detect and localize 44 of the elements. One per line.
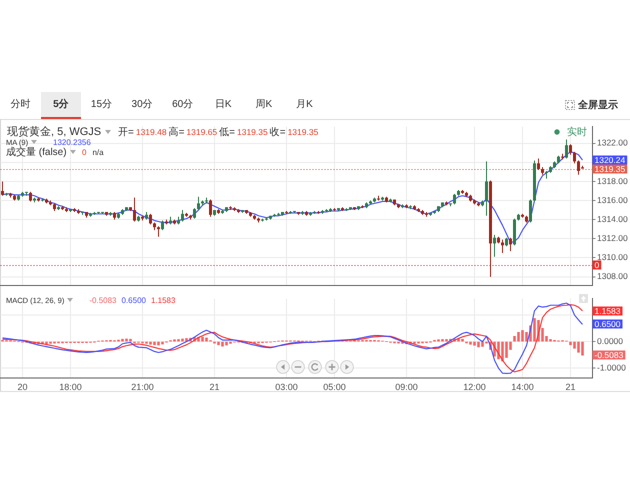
text: 15分 xyxy=(90,98,112,111)
annotation: 实时 xyxy=(567,126,587,138)
annotation: 开= 1319.48 高= 1319.65 低= 1319.35 收= 1319.35 xyxy=(118,126,318,138)
x-tick-label: 14:00 xyxy=(511,382,534,392)
tab: 5分 xyxy=(40,92,82,118)
annotation: 1.1583 xyxy=(150,296,176,304)
y-tick-label: 1312.00 xyxy=(597,233,628,244)
x-tick-label: 21 xyxy=(565,382,576,392)
annotation: n/a xyxy=(92,148,104,156)
text: 60分 xyxy=(172,98,194,111)
text: 1320.24 xyxy=(594,154,626,165)
x-tick-label: 20 xyxy=(17,382,28,392)
x-tick-label: 03:00 xyxy=(275,382,298,392)
x-tick-label: 12:00 xyxy=(463,382,486,392)
y-tick-label: 1316.00 xyxy=(597,194,628,205)
text: 1.1583 xyxy=(594,306,621,316)
y-tick-label: 0.0000 xyxy=(597,336,624,346)
x-tick-label: 21:00 xyxy=(131,382,154,392)
x-tick-label: 21 xyxy=(209,382,220,392)
x-tick-label: 18:00 xyxy=(59,382,82,392)
y-tick-label: 1314.00 xyxy=(597,214,628,224)
annotation: 1320.2356 xyxy=(53,138,91,146)
annotation: 0.6500 xyxy=(122,296,146,304)
text: 分时 xyxy=(10,98,30,111)
y-tick-label: 1322.00 xyxy=(597,138,628,148)
text: 周K xyxy=(256,98,272,111)
y-tick-label: 1308.00 xyxy=(597,271,628,282)
text: 月K xyxy=(296,98,313,111)
x-tick-label: 05:00 xyxy=(323,382,346,392)
y-tick-label: -1.0000 xyxy=(597,362,626,373)
chart-title: 现货黄金, 5, WGJS xyxy=(7,125,102,139)
y-tick-label: 1318.00 xyxy=(597,176,628,186)
text: 0 xyxy=(594,260,600,270)
text: 全屏显示 xyxy=(578,98,618,112)
ref-line-label: 1319.35 xyxy=(594,164,626,174)
annotation: 0 xyxy=(82,148,86,156)
text: 30分 xyxy=(132,98,153,111)
text: 日K xyxy=(214,98,232,111)
annotation: 成交量 (false) xyxy=(6,146,67,159)
y-tick-label: 1310.00 xyxy=(597,252,628,262)
text: -0.5083 xyxy=(594,350,624,360)
x-tick-label: 09:00 xyxy=(395,382,418,392)
annotation: -0.5083 xyxy=(89,296,116,304)
text: 0.6500 xyxy=(594,318,621,329)
